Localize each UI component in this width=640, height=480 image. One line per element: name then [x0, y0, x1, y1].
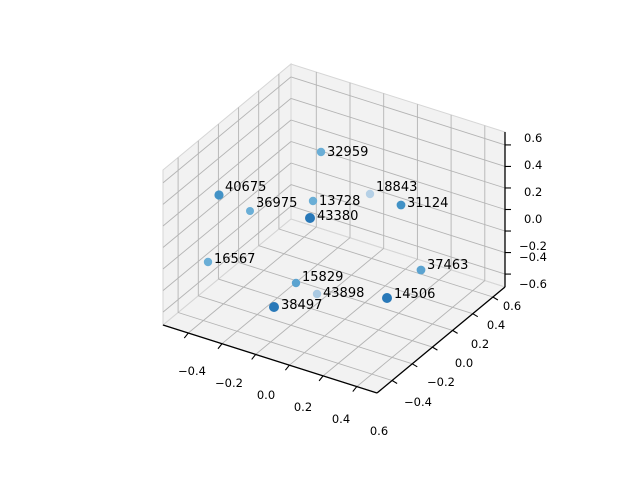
data-marker [416, 265, 426, 275]
y-tick-label: −0.2 [427, 375, 455, 389]
data-point-label: 13728 [319, 194, 360, 209]
x-tickmark [284, 364, 290, 371]
grid-y-floor [198, 295, 413, 365]
data-marker [246, 207, 254, 215]
grid-z-left [162, 119, 292, 227]
x-tickmark [352, 386, 358, 392]
x-tickmark [183, 332, 189, 339]
data-marker [269, 302, 279, 312]
data-marker [396, 200, 406, 210]
data-marker [214, 190, 224, 200]
grid-x-floor [221, 237, 351, 345]
floor-pane [163, 219, 505, 393]
y-tick-label: 0.2 [471, 337, 489, 351]
data-point-label: 31124 [407, 196, 448, 211]
data-markers [203, 147, 426, 312]
data-marker [305, 213, 315, 223]
axes-panes [161, 62, 507, 394]
z-tick-label: 0.0 [524, 212, 542, 226]
x-axis-spine [162, 324, 378, 394]
grid-z-right [290, 162, 506, 232]
x-tickmark [318, 375, 324, 382]
y-tick-label: 0.4 [487, 318, 505, 332]
y-axis-spine [376, 286, 506, 394]
data-marker [203, 257, 213, 267]
grid-z-left [162, 162, 292, 270]
z-tick-label: −0.6 [519, 277, 547, 291]
data-marker [312, 289, 322, 299]
z-tick-label: 0.4 [524, 158, 542, 172]
data-point-label: 14506 [394, 287, 435, 302]
y-tickmark [472, 313, 479, 318]
data-point-label: 43380 [317, 209, 358, 224]
y-tickmark [492, 296, 499, 301]
grid-z-left [162, 141, 292, 248]
grid-z-left [162, 205, 292, 313]
data-point-label: 16567 [214, 252, 255, 267]
x-tick-label: 0.4 [332, 412, 350, 426]
grid-x-floor [356, 280, 486, 387]
axis-ticks [183, 144, 511, 392]
y-tick-label: −0.4 [404, 395, 432, 409]
x-tick-label: −0.2 [215, 376, 243, 390]
pane-outline-2 [162, 62, 292, 327]
grid-z-left [162, 76, 292, 184]
grid-z-right [290, 141, 506, 210]
x-tick-label: 0.6 [370, 424, 388, 438]
grid-z-right [290, 184, 506, 254]
x-tick-label: 0.0 [257, 388, 275, 402]
grid-y-floor [177, 312, 393, 381]
grid-lines [162, 72, 506, 387]
x-tickmark [217, 343, 223, 350]
grid-x-floor [188, 226, 317, 334]
z-tick-label: −0.2 [519, 239, 547, 253]
grid-x-floor [255, 248, 384, 355]
grid-z-right [290, 119, 506, 189]
y-tickmark [432, 346, 438, 351]
x-tick-label: −0.4 [178, 364, 206, 378]
grid-y-floor [238, 261, 453, 331]
data-marker [291, 278, 301, 288]
data-point-label: 18843 [376, 180, 417, 195]
data-marker [316, 147, 326, 157]
x-tickmark [251, 354, 257, 360]
data-marker [382, 293, 392, 303]
grid-z-left [162, 98, 292, 205]
data-point-label: 38497 [281, 298, 322, 313]
x-tick-label: 0.2 [294, 400, 312, 414]
y-tick-label: 0.6 [503, 299, 521, 313]
data-marker [308, 196, 318, 206]
grid-x-floor [289, 258, 418, 366]
data-marker [365, 189, 375, 199]
z-tick-label: 0.6 [524, 131, 542, 145]
z-tick-label: 0.2 [524, 185, 542, 199]
z-tick-label: −0.4 [519, 250, 547, 264]
data-point-label: 43898 [323, 286, 364, 301]
axis-tick-labels: −0.4−0.20.00.20.40.6−0.4−0.20.00.20.40.6… [178, 131, 547, 438]
grid-z-left [162, 184, 292, 291]
data-point-label: 36975 [256, 196, 297, 211]
data-point-label: 32959 [327, 145, 368, 160]
data-point-label: 40675 [225, 180, 266, 195]
grid-z-right [290, 76, 506, 146]
y-tick-label: 0.0 [455, 356, 473, 370]
y-tickmark [452, 329, 458, 334]
data-point-label: 15829 [302, 270, 343, 285]
grid-x-floor [322, 269, 452, 377]
y-tickmark [411, 363, 418, 368]
data-point-label: 37463 [427, 258, 468, 273]
grid-y-floor [218, 278, 433, 348]
grid-z-right [290, 97, 506, 167]
y-tickmark [391, 380, 398, 384]
grid-y-floor [258, 245, 473, 315]
grid-y-floor [278, 228, 494, 298]
grid-z-right [290, 205, 506, 275]
